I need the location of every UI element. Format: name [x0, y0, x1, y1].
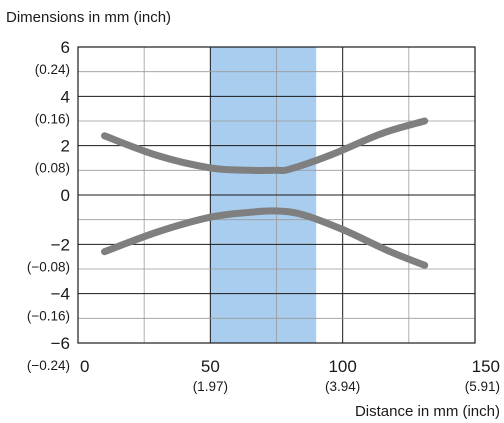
x-tick-label: 50	[201, 357, 220, 376]
y-tick-sublabel: (0.16)	[35, 111, 70, 126]
y-tick-label: 6	[61, 38, 70, 57]
x-tick-label: 100	[328, 357, 356, 376]
y-tick-sublabel: (0.24)	[35, 62, 70, 77]
plot-area	[77, 46, 476, 344]
y-tick-label: 0	[61, 186, 70, 205]
x-tick-sublabel: (3.94)	[325, 379, 360, 394]
y-tick-sublabel: (−0.08)	[27, 259, 70, 274]
y-tick-label: −2	[51, 235, 70, 254]
x-axis-title: Distance in mm (inch)	[355, 403, 500, 420]
x-tick-label: 0	[80, 357, 89, 376]
chart-title: Dimensions in mm (inch)	[6, 9, 171, 26]
y-tick-label: 2	[61, 137, 70, 156]
y-tick-sublabel: (−0.16)	[27, 309, 70, 324]
y-tick-label: −4	[51, 285, 70, 304]
x-tick-sublabel: (1.97)	[193, 379, 228, 394]
y-tick-sublabel: (−0.24)	[27, 358, 70, 373]
plot-frame	[77, 46, 476, 344]
x-tick-sublabel: (5.91)	[465, 379, 500, 394]
y-tick-label: 4	[61, 87, 70, 106]
y-tick-label: −6	[51, 334, 70, 353]
series-line-upper	[101, 117, 429, 175]
y-tick-sublabel: (0.08)	[35, 161, 70, 176]
series-line-lower	[101, 207, 429, 269]
x-tick-label: 150	[472, 357, 500, 376]
